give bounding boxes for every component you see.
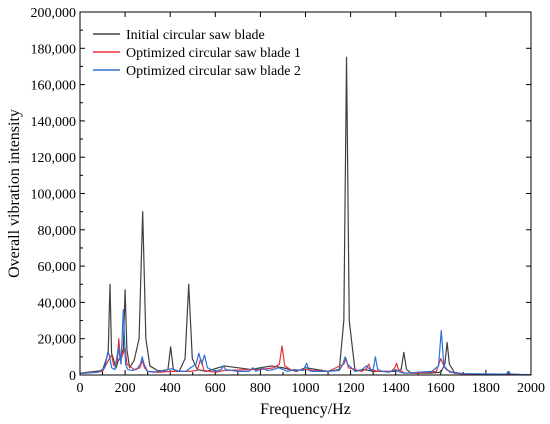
x-tick-label: 800 — [250, 381, 271, 396]
plot-frame — [79, 11, 532, 376]
y-tick-label: 200,000 — [31, 6, 77, 21]
y-tick-label: 60,000 — [38, 260, 77, 275]
x-tick-labels: 0 200 400 600 800 1000 1200 1400 1600 1800 2000 — [77, 381, 546, 396]
x-tick-label: 2000 — [517, 381, 545, 396]
y-tick-label: 80,000 — [38, 224, 77, 239]
series-line-3 — [79, 309, 532, 376]
y-tick-label: 160,000 — [31, 79, 77, 94]
y-tick-label: 0 — [69, 369, 76, 384]
x-tick-label: 200 — [115, 381, 136, 396]
series-line-2 — [79, 338, 532, 376]
legend-label-3: Optimized circular saw blade 2 — [126, 64, 301, 79]
x-tick-label: 600 — [205, 381, 226, 396]
x-tick-label: 1600 — [427, 381, 455, 396]
series-layer — [79, 56, 532, 376]
legend: Initial circular saw blade Optimized circ… — [93, 28, 301, 79]
x-tick-label: 400 — [160, 381, 181, 396]
y-tick-label: 180,000 — [31, 42, 77, 57]
y-tick-label: 140,000 — [31, 115, 77, 130]
y-tick-label: 100,000 — [31, 188, 77, 203]
x-tick-label: 1800 — [472, 381, 500, 396]
legend-label-1: Initial circular saw blade — [126, 28, 265, 43]
y-axis-title: Overall vibration intensity — [6, 109, 23, 278]
series-line-1 — [79, 56, 532, 376]
y-tick-labels: 0 20,000 40,000 60,000 80,000 100,000 120,000 1… — [31, 6, 77, 384]
x-tick-label: 1400 — [382, 381, 410, 396]
y-tick-label: 40,000 — [38, 296, 77, 311]
legend-label-2: Optimized circular saw blade 1 — [126, 46, 301, 61]
y-tick-label: 120,000 — [31, 151, 77, 166]
x-axis-title: Frequency/Hz — [260, 401, 351, 418]
x-tick-label: 1000 — [292, 381, 320, 396]
x-tick-label: 1200 — [337, 381, 365, 396]
x-tick-label: 0 — [77, 381, 84, 396]
y-tick-label: 20,000 — [38, 333, 77, 348]
